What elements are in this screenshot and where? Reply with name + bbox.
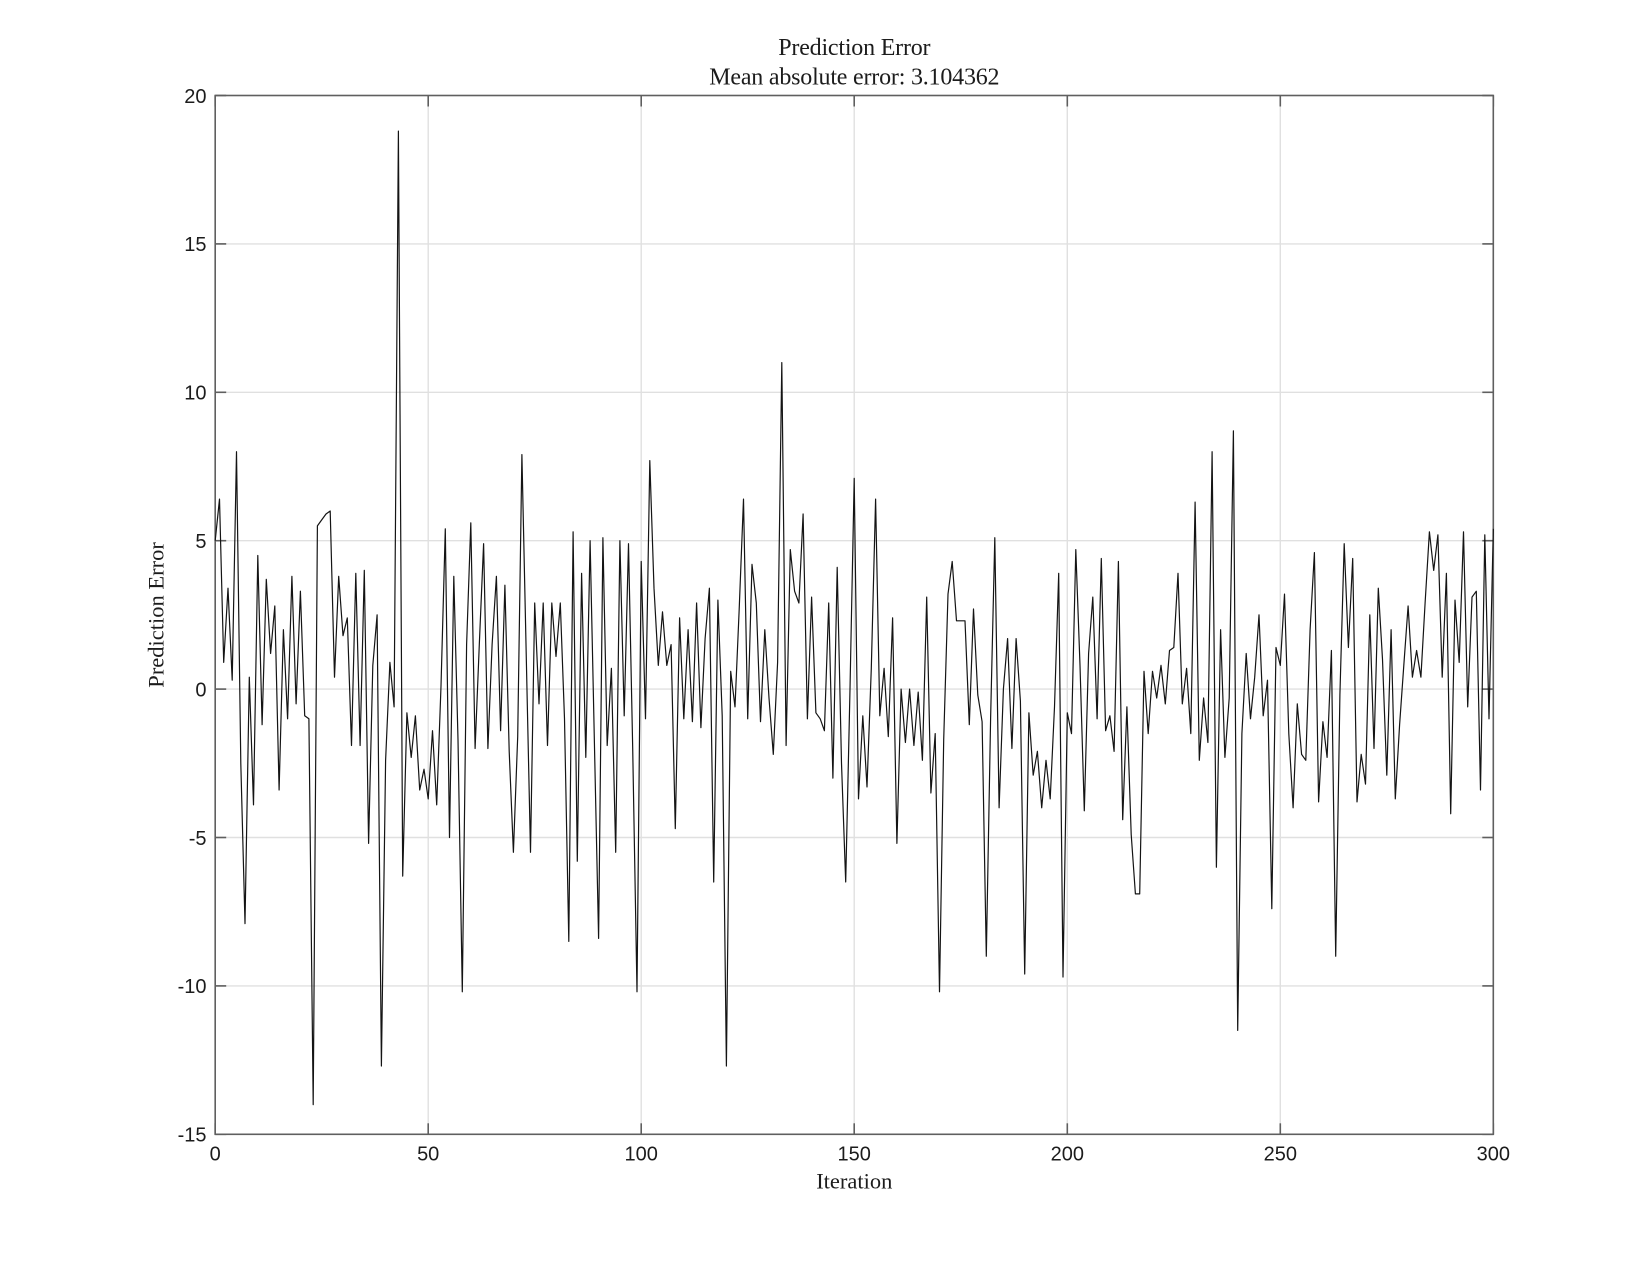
svg-text:0: 0 [195,679,206,701]
svg-text:15: 15 [184,234,206,256]
svg-text:-5: -5 [189,828,207,850]
svg-text:-10: -10 [178,976,207,998]
svg-text:0: 0 [210,1144,221,1166]
svg-text:250: 250 [1264,1144,1297,1166]
svg-text:5: 5 [195,531,206,553]
svg-text:-15: -15 [178,1125,207,1147]
svg-text:300: 300 [1477,1144,1510,1166]
svg-text:10: 10 [184,383,206,405]
svg-text:Iteration: Iteration [816,1169,892,1194]
svg-text:Mean absolute error: 3.104362: Mean absolute error: 3.104362 [709,65,999,91]
svg-text:100: 100 [625,1144,658,1166]
svg-text:20: 20 [184,86,206,108]
svg-text:Prediction Error: Prediction Error [778,35,930,61]
svg-text:150: 150 [838,1144,871,1166]
svg-text:Prediction Error: Prediction Error [144,542,169,688]
svg-text:50: 50 [417,1144,439,1166]
svg-text:200: 200 [1051,1144,1084,1166]
